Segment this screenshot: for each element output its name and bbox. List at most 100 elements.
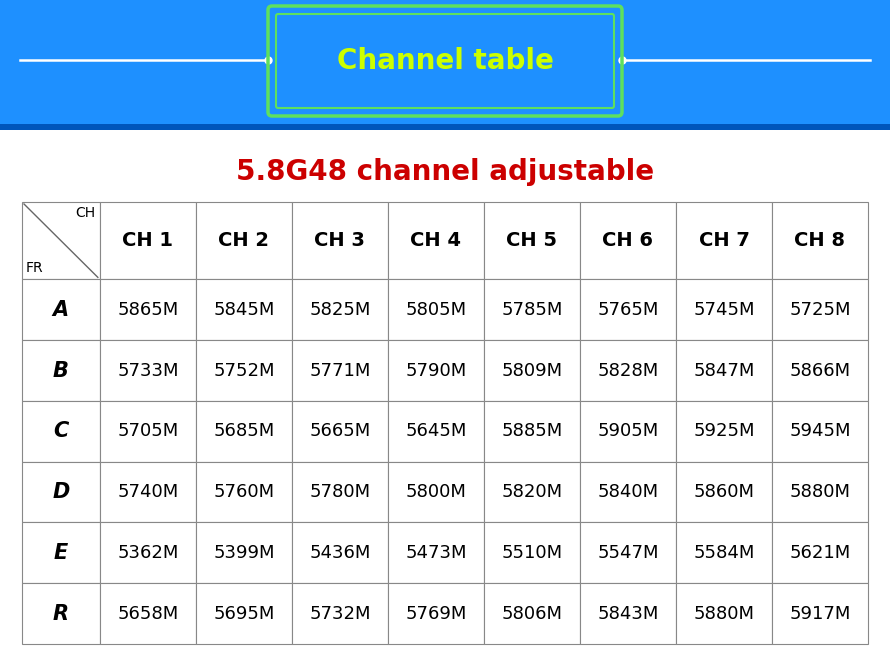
Bar: [484, 522, 580, 583]
Bar: [676, 401, 772, 462]
Text: CH 8: CH 8: [795, 231, 845, 250]
Text: 5745M: 5745M: [693, 300, 755, 319]
Text: 5584M: 5584M: [693, 544, 755, 562]
Text: 5806M: 5806M: [501, 605, 562, 623]
Bar: [388, 401, 484, 462]
Bar: [772, 522, 868, 583]
Bar: [22, 522, 100, 583]
Bar: [676, 279, 772, 340]
Bar: [772, 340, 868, 401]
Text: 5733M: 5733M: [117, 361, 179, 380]
Text: CH: CH: [76, 206, 96, 220]
Text: C: C: [53, 421, 69, 441]
Text: 5771M: 5771M: [309, 361, 370, 380]
Bar: [484, 401, 580, 462]
Text: 5780M: 5780M: [310, 483, 370, 501]
Bar: [772, 462, 868, 522]
Text: 5785M: 5785M: [501, 300, 562, 319]
Bar: [484, 462, 580, 522]
Text: 5725M: 5725M: [789, 300, 851, 319]
Text: CH 7: CH 7: [699, 231, 749, 250]
Text: 5695M: 5695M: [214, 605, 274, 623]
Bar: [22, 583, 100, 644]
Text: 5473M: 5473M: [405, 544, 466, 562]
Text: 5843M: 5843M: [597, 605, 659, 623]
Text: CH 6: CH 6: [603, 231, 653, 250]
Text: CH 5: CH 5: [506, 231, 557, 250]
Bar: [580, 583, 676, 644]
Bar: [580, 462, 676, 522]
Bar: [676, 462, 772, 522]
Text: 5685M: 5685M: [214, 422, 274, 440]
Text: 5805M: 5805M: [405, 300, 466, 319]
Bar: [0, 0, 890, 130]
Text: 5847M: 5847M: [693, 361, 755, 380]
Bar: [196, 522, 292, 583]
Text: 5917M: 5917M: [789, 605, 851, 623]
Text: 5840M: 5840M: [597, 483, 659, 501]
Bar: [292, 462, 388, 522]
Text: 5740M: 5740M: [117, 483, 179, 501]
Bar: [196, 462, 292, 522]
Bar: [100, 202, 196, 279]
Bar: [22, 279, 100, 340]
Text: 5732M: 5732M: [309, 605, 370, 623]
Bar: [580, 279, 676, 340]
Bar: [772, 401, 868, 462]
Text: 5665M: 5665M: [309, 422, 370, 440]
Text: 5820M: 5820M: [501, 483, 562, 501]
Bar: [292, 522, 388, 583]
Bar: [388, 279, 484, 340]
Text: Channel table: Channel table: [336, 47, 554, 75]
Bar: [580, 202, 676, 279]
Text: 5399M: 5399M: [213, 544, 275, 562]
Bar: [484, 583, 580, 644]
Text: 5945M: 5945M: [789, 422, 851, 440]
Text: 5705M: 5705M: [117, 422, 179, 440]
Text: 5925M: 5925M: [693, 422, 755, 440]
Bar: [580, 522, 676, 583]
Bar: [196, 583, 292, 644]
Text: 5800M: 5800M: [406, 483, 466, 501]
Text: 5845M: 5845M: [214, 300, 274, 319]
Text: 5645M: 5645M: [405, 422, 466, 440]
Bar: [292, 279, 388, 340]
Bar: [388, 340, 484, 401]
Bar: [196, 340, 292, 401]
Bar: [484, 202, 580, 279]
Text: CH 3: CH 3: [314, 231, 365, 250]
Bar: [772, 279, 868, 340]
Bar: [100, 522, 196, 583]
Bar: [292, 202, 388, 279]
Bar: [388, 522, 484, 583]
Bar: [676, 202, 772, 279]
Bar: [388, 583, 484, 644]
Text: CH 4: CH 4: [410, 231, 461, 250]
Text: 5809M: 5809M: [501, 361, 562, 380]
Text: E: E: [53, 543, 68, 563]
Text: A: A: [53, 300, 69, 319]
Bar: [292, 401, 388, 462]
Bar: [676, 583, 772, 644]
Bar: [484, 340, 580, 401]
Text: 5860M: 5860M: [693, 483, 755, 501]
Text: CH 2: CH 2: [218, 231, 270, 250]
Bar: [22, 401, 100, 462]
Text: 5510M: 5510M: [501, 544, 562, 562]
Bar: [292, 583, 388, 644]
Text: 5880M: 5880M: [693, 605, 755, 623]
Text: 5621M: 5621M: [789, 544, 851, 562]
Bar: [676, 522, 772, 583]
Text: 5865M: 5865M: [117, 300, 179, 319]
Text: D: D: [53, 482, 69, 502]
Bar: [484, 279, 580, 340]
Bar: [388, 202, 484, 279]
Bar: [196, 202, 292, 279]
Text: FR: FR: [26, 261, 44, 276]
Bar: [196, 401, 292, 462]
Text: 5362M: 5362M: [117, 544, 179, 562]
Text: 5905M: 5905M: [597, 422, 659, 440]
Bar: [676, 340, 772, 401]
Text: 5658M: 5658M: [117, 605, 179, 623]
Text: 5752M: 5752M: [213, 361, 275, 380]
